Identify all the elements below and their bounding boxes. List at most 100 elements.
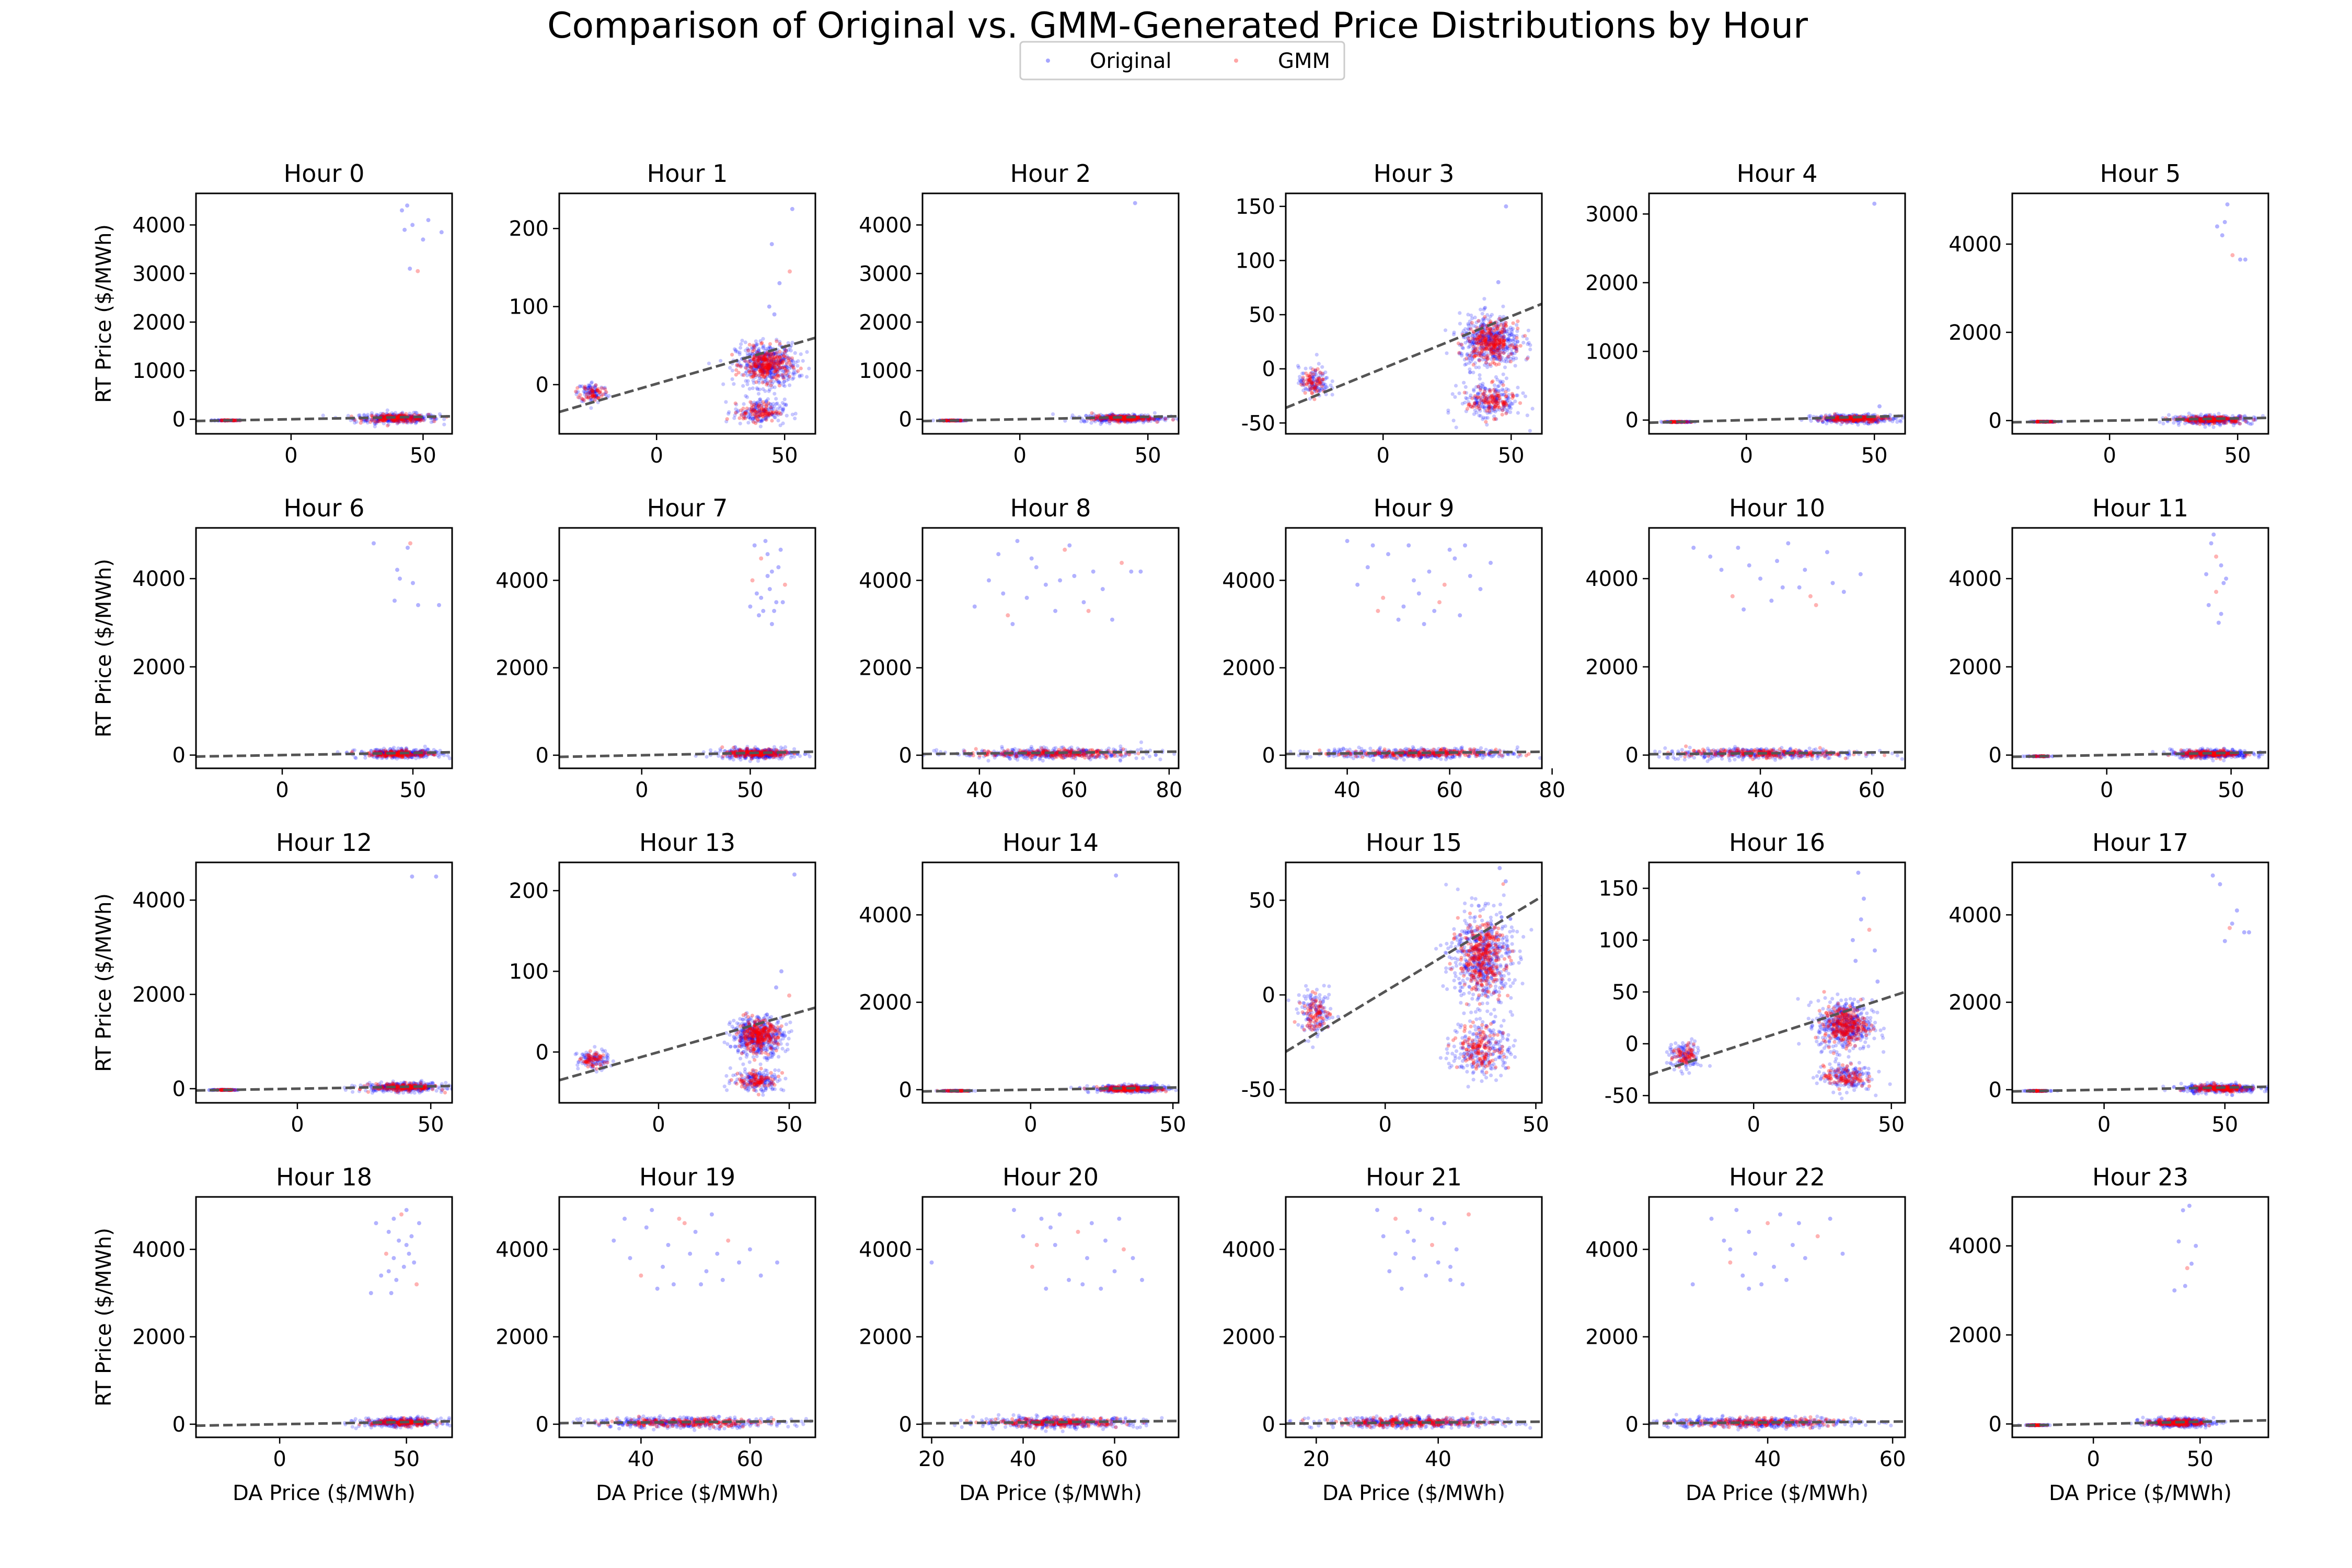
point-original — [793, 417, 797, 421]
point-original — [744, 410, 748, 414]
point-original — [1315, 378, 1319, 383]
point-gmm — [1315, 389, 1319, 394]
point-original — [945, 419, 950, 423]
point-original — [763, 417, 767, 421]
point-original — [746, 369, 751, 373]
point-gmm — [764, 409, 768, 413]
point-original — [757, 358, 761, 362]
point-original — [1119, 413, 1123, 417]
point-gmm — [1467, 402, 1471, 407]
point-original — [1318, 374, 1322, 378]
point-original — [1481, 341, 1485, 345]
point-gmm — [1483, 315, 1487, 319]
point-gmm — [1123, 417, 1127, 421]
point-original — [1494, 355, 1498, 359]
point-original — [1480, 343, 1484, 348]
point-original — [782, 348, 787, 352]
point-original — [769, 366, 773, 371]
point-gmm — [1121, 414, 1126, 419]
point-original — [782, 373, 786, 377]
point-original — [370, 413, 374, 417]
point-original — [1461, 346, 1465, 350]
point-original — [768, 371, 772, 375]
point-original — [1330, 379, 1334, 384]
y-tick-label: 0 — [536, 373, 549, 397]
point-original — [959, 419, 963, 423]
point-gmm — [766, 363, 770, 367]
point-original — [766, 397, 770, 401]
point-gmm — [770, 362, 775, 366]
point-original — [781, 357, 786, 361]
point-gmm — [769, 379, 773, 383]
point-gmm — [588, 387, 592, 391]
point-original — [799, 352, 803, 356]
point-original — [758, 366, 762, 370]
point-original — [1526, 328, 1530, 332]
point-original — [1099, 412, 1103, 417]
point-original — [766, 407, 770, 411]
point-original — [773, 368, 777, 372]
point-gmm — [776, 358, 780, 362]
point-gmm — [381, 415, 385, 419]
point-gmm — [776, 369, 780, 374]
point-original — [763, 371, 767, 375]
point-original — [382, 415, 386, 420]
point-original — [757, 411, 762, 415]
point-original — [1479, 352, 1483, 356]
point-original — [751, 386, 755, 390]
point-original — [1312, 387, 1317, 391]
point-original — [739, 342, 743, 347]
point-gmm — [384, 418, 388, 422]
point-original — [1163, 416, 1168, 420]
point-original — [721, 382, 725, 386]
point-gmm — [1497, 347, 1501, 351]
point-original — [396, 419, 400, 423]
point-original — [379, 411, 383, 416]
point-original — [740, 339, 744, 343]
point-original — [593, 394, 597, 398]
point-original — [1309, 380, 1313, 384]
point-original — [780, 409, 785, 414]
point-gmm — [756, 404, 760, 408]
point-original — [759, 364, 764, 368]
point-gmm — [1121, 418, 1125, 422]
point-original — [1506, 332, 1510, 336]
point-gmm — [751, 343, 755, 348]
point-original — [592, 391, 596, 395]
point-original — [765, 370, 769, 374]
point-gmm — [756, 405, 760, 409]
point-gmm — [772, 370, 776, 374]
point-gmm — [783, 366, 787, 371]
point-gmm — [359, 421, 363, 425]
point-original — [1504, 376, 1508, 381]
point-gmm — [767, 362, 771, 367]
point-original — [1316, 376, 1320, 380]
point-original — [1481, 347, 1485, 351]
point-gmm — [1516, 326, 1520, 331]
point-original — [1469, 313, 1473, 318]
point-original — [782, 380, 786, 384]
point-original — [586, 390, 590, 395]
point-original — [589, 385, 593, 389]
point-original — [356, 413, 361, 418]
point-original — [734, 402, 739, 407]
point-original — [362, 412, 366, 417]
point-original — [760, 418, 765, 422]
point-gmm — [1307, 377, 1311, 382]
point-gmm — [777, 374, 781, 378]
point-original — [1496, 337, 1500, 341]
point-gmm — [1305, 382, 1309, 386]
point-gmm — [1308, 385, 1312, 389]
point-gmm — [754, 360, 758, 364]
point-original — [1123, 413, 1127, 417]
point-original — [1479, 345, 1483, 350]
point-original — [777, 367, 781, 372]
point-gmm — [575, 386, 580, 390]
point-gmm — [762, 365, 766, 370]
point-gmm — [592, 394, 596, 398]
point-original — [959, 419, 963, 423]
point-original — [1521, 335, 1525, 339]
point-original — [1136, 417, 1140, 422]
point-gmm — [1510, 391, 1514, 396]
point-gmm — [581, 397, 585, 401]
